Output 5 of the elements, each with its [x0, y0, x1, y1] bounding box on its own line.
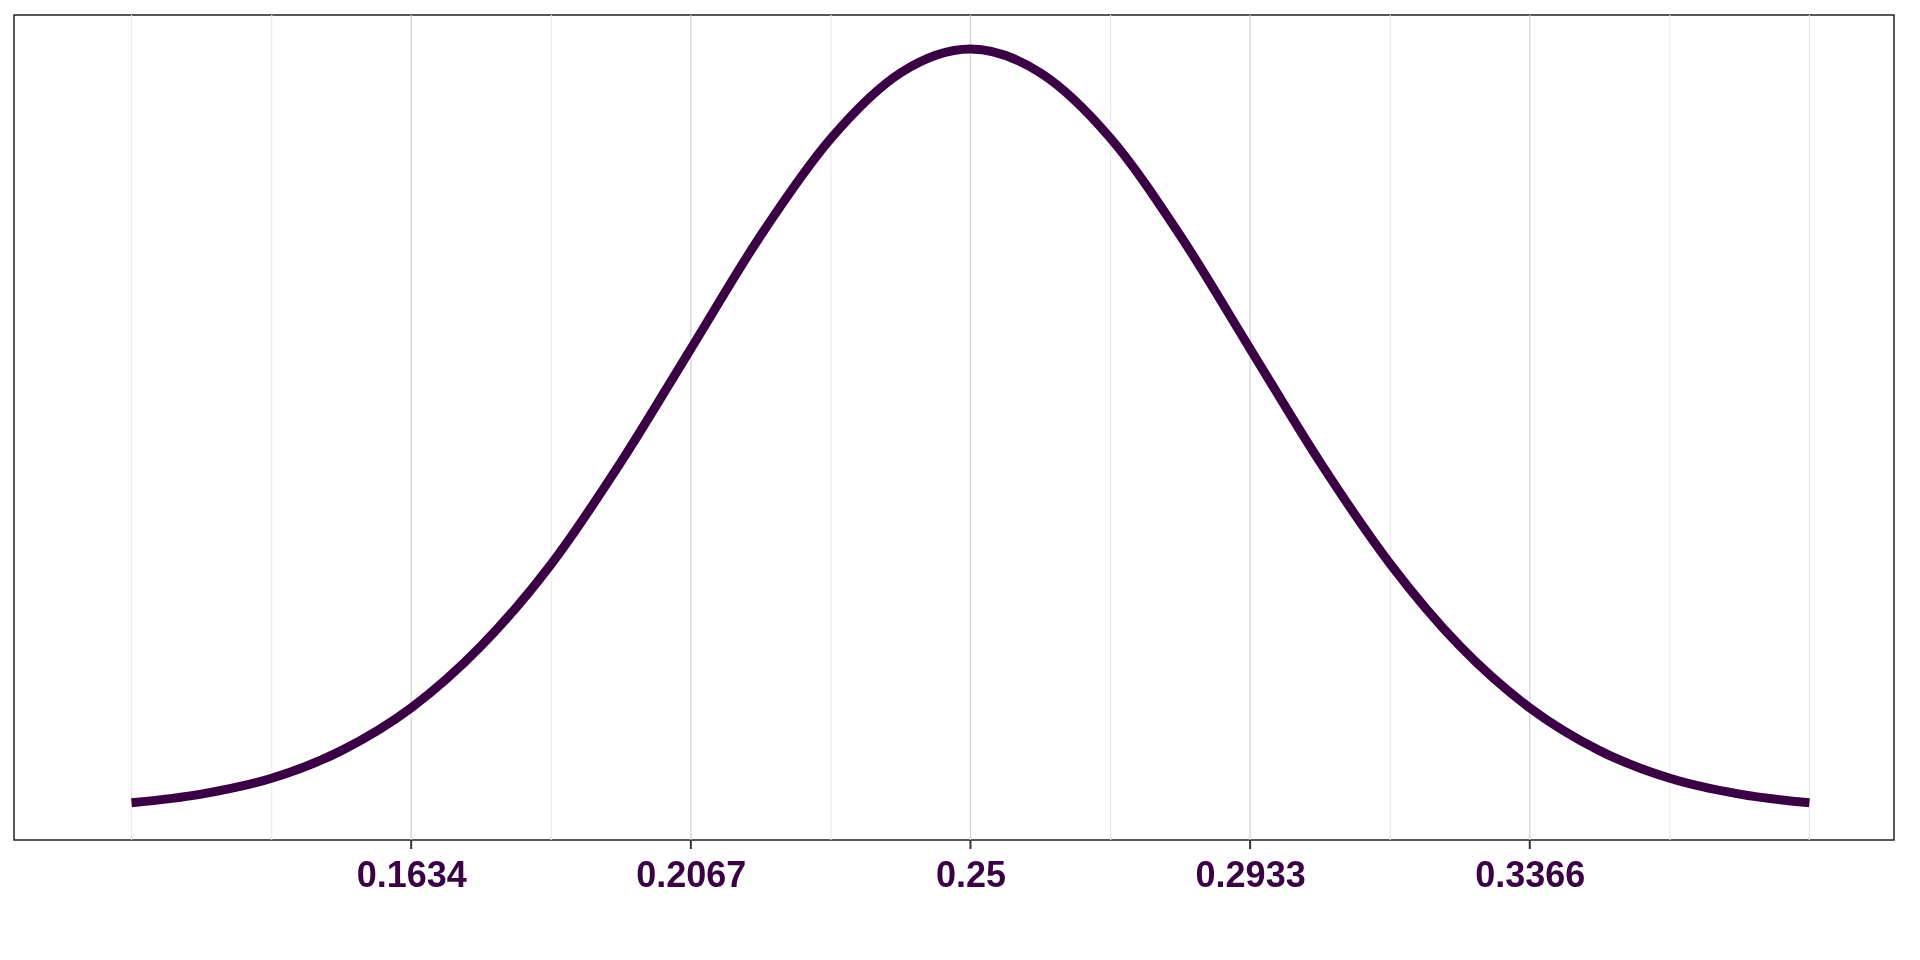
x-tick-label: 0.2067	[636, 853, 747, 895]
x-tick-label: 0.2933	[1195, 853, 1306, 895]
x-tick-label: 0.1634	[356, 853, 467, 895]
x-tick-label: 0.25	[935, 853, 1007, 895]
x-tick-label: 0.3366	[1475, 853, 1586, 895]
